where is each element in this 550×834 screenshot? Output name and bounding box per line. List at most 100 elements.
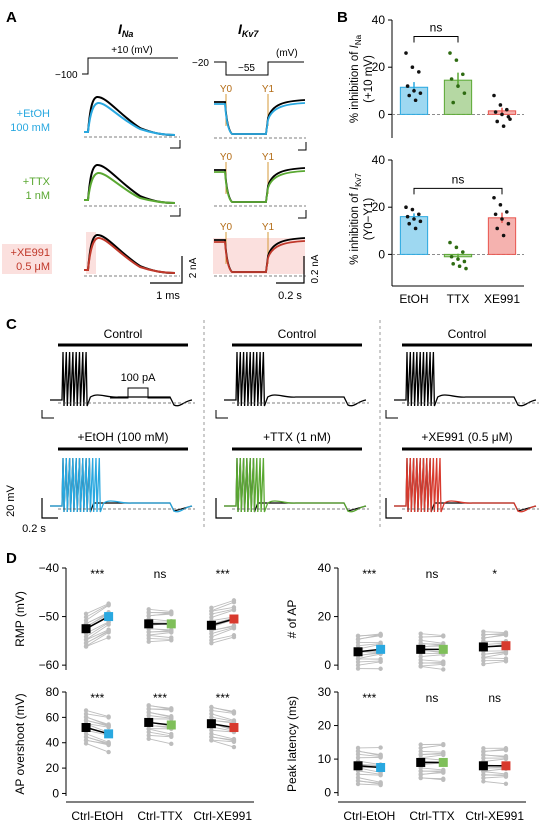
pair-point <box>209 734 214 739</box>
pair-line <box>483 780 506 785</box>
bar <box>399 216 429 255</box>
pair-line <box>420 654 444 657</box>
pair-point <box>441 661 446 666</box>
drug-mean-marker <box>104 612 114 622</box>
data-point <box>457 264 462 269</box>
pair-point <box>83 741 89 746</box>
pair-line <box>148 628 172 632</box>
pair-point <box>83 614 89 620</box>
pair-point <box>378 745 383 750</box>
d-chart: 0 20 40 60 80 AP overshoot (mV) *** Ctrl-EtOH **… <box>13 685 254 823</box>
y-tick-label: 0 <box>324 658 331 672</box>
ctrl-mean-marker <box>478 642 488 652</box>
data-point <box>493 110 498 114</box>
mini-scale <box>298 142 307 151</box>
pair-line <box>85 713 109 718</box>
data-point <box>456 257 460 261</box>
pair-point <box>231 738 237 744</box>
significance-bracket <box>413 36 459 43</box>
pair-line <box>211 716 235 722</box>
pair-point <box>209 634 214 640</box>
significance-label: *** <box>362 691 376 705</box>
drug-trace <box>214 170 306 203</box>
data-point <box>418 91 423 95</box>
pair-point <box>83 717 89 723</box>
pair-point <box>146 639 151 644</box>
y-axis-label: Peak latency (ms) <box>285 696 299 792</box>
pair-point <box>418 654 423 659</box>
pair-line <box>85 743 109 753</box>
pair-line <box>358 773 381 776</box>
pair-point <box>83 714 89 720</box>
drug-trace <box>214 102 306 135</box>
row-conc: 1 nM <box>26 190 50 202</box>
ikv-scale-bar <box>276 256 305 284</box>
significance-label: *** <box>216 691 230 705</box>
pair-point <box>83 637 89 642</box>
c-column: Control +TTX (1 nM) <box>215 327 369 519</box>
control-trace <box>84 234 176 274</box>
significance-label: ns <box>426 567 439 581</box>
pair-point <box>169 637 174 642</box>
pair-point <box>378 658 383 664</box>
data-point <box>405 84 410 88</box>
pair-line <box>85 719 109 727</box>
pair-line <box>420 750 444 753</box>
data-point <box>405 214 410 219</box>
pair-line <box>211 713 235 721</box>
data-point <box>413 226 418 231</box>
pair-line <box>357 653 381 660</box>
ina-trace-ttx <box>84 164 181 217</box>
data-point <box>498 103 503 107</box>
pair-point <box>355 643 361 648</box>
data-point <box>451 100 456 105</box>
pair-line <box>357 777 381 783</box>
pair-point <box>481 639 486 644</box>
pair-line <box>148 728 172 735</box>
data-point <box>407 93 412 98</box>
y-tick-label: 0 <box>52 786 59 800</box>
pair-line <box>148 635 172 639</box>
pair-line <box>85 604 109 621</box>
data-point <box>492 93 496 98</box>
pair-point <box>355 633 361 638</box>
panel-a: A INa IKv7 +10 (mV) −100 −20 −55 (mV) +E… <box>2 9 321 302</box>
pair-line <box>148 639 172 643</box>
data-point <box>404 205 408 209</box>
pair-point <box>106 749 111 755</box>
y-tick-label: 20 <box>372 60 386 74</box>
pair-line <box>148 711 172 718</box>
drug-trace <box>84 172 176 204</box>
pair-point <box>106 741 111 747</box>
data-point <box>501 233 506 238</box>
data-point <box>498 203 503 207</box>
ap-trace <box>394 457 537 513</box>
pair-line <box>211 706 235 713</box>
d-chart: 0 20 40 # of AP *** ns * <box>285 561 511 672</box>
pair-point <box>503 747 509 753</box>
y-tick-label: 0 <box>324 786 331 800</box>
row-drug: +XE991 <box>11 247 50 259</box>
pair-line <box>358 660 381 663</box>
pair-point <box>355 748 361 754</box>
significance-label: * <box>492 567 497 581</box>
ikv-protocol-unit: (mV) <box>276 48 298 59</box>
pair-point <box>231 744 237 750</box>
x-category-label: Ctrl-XE991 <box>465 809 524 823</box>
ap-trace <box>50 457 193 513</box>
pair-line <box>148 715 172 719</box>
ctrl-mean-marker <box>206 620 216 630</box>
pair-point <box>146 733 151 738</box>
data-point <box>404 51 408 55</box>
pair-point <box>355 772 361 777</box>
data-point <box>493 212 498 217</box>
y0-label: Y0 <box>220 222 233 233</box>
drug-mean-marker <box>166 619 176 629</box>
pair-point <box>378 666 383 671</box>
pair-line <box>420 770 444 773</box>
x-category-label: Ctrl-TTX <box>409 809 454 823</box>
ina-protocol-hold: −100 <box>55 70 78 81</box>
row-highlight <box>2 244 52 274</box>
significance-label: *** <box>90 567 104 581</box>
